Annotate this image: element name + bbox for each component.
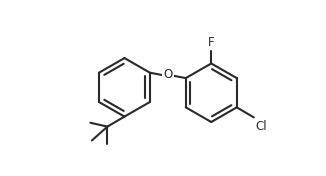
Text: F: F xyxy=(208,36,215,49)
Text: O: O xyxy=(163,68,172,81)
Text: Cl: Cl xyxy=(255,120,267,133)
